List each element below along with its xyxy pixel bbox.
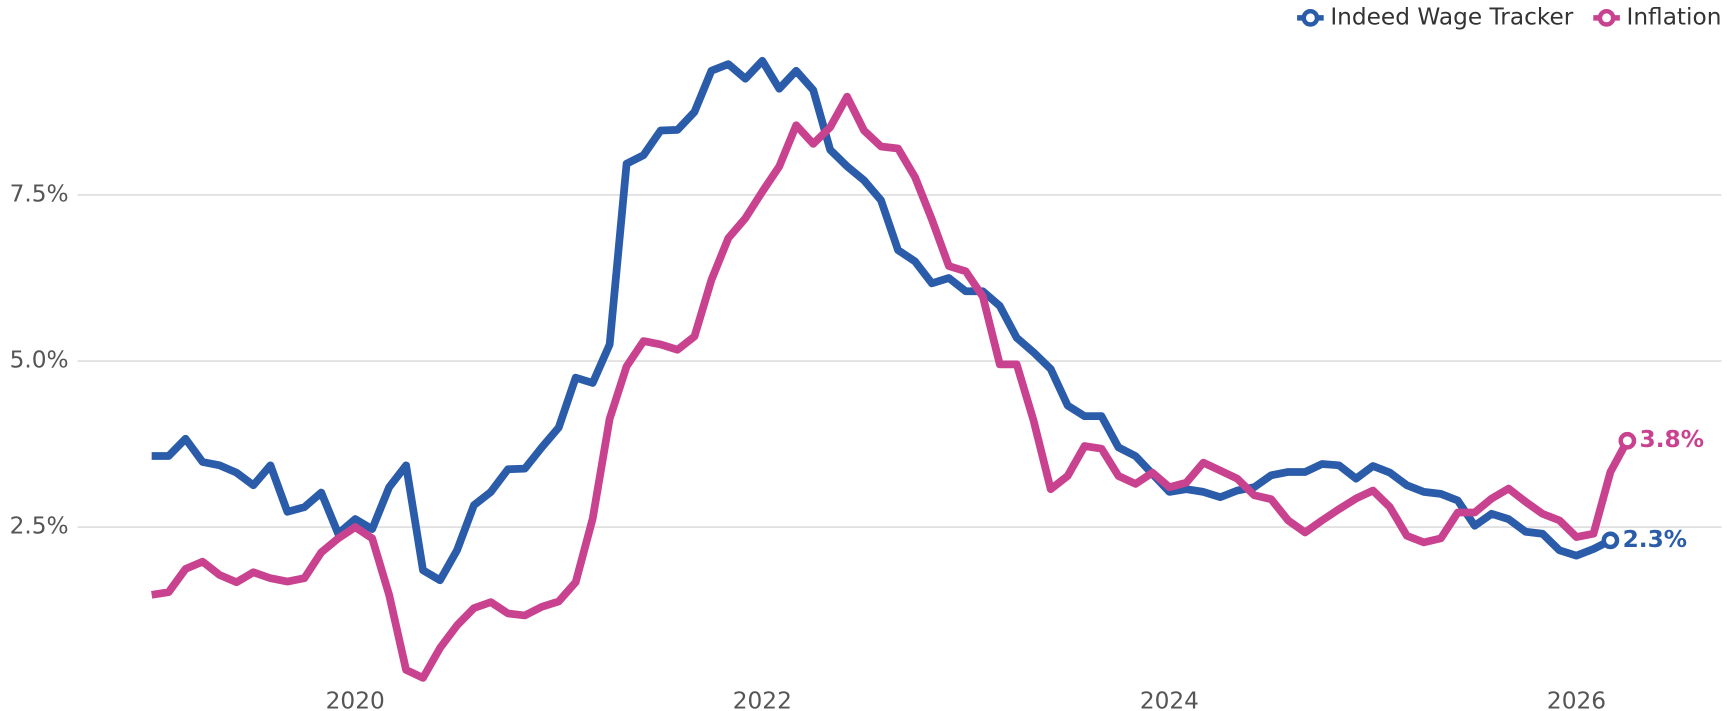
x-tick-label: 2024 [1140,688,1199,711]
legend-marker [1597,8,1616,27]
data-label: 3.8% [1640,426,1704,453]
data-label: 2.3% [1623,526,1687,553]
end-marker [1618,431,1637,450]
y-tick-label: 2.5% [10,513,69,540]
legend-marker [1301,8,1320,27]
x-tick-label: 2026 [1547,688,1606,711]
legend-label: Inflation [1626,3,1721,30]
series-line [151,92,1631,682]
legend-label: Indeed Wage Tracker [1330,3,1573,30]
end-marker [1601,531,1620,550]
y-tick-label: 7.5% [10,180,69,207]
x-tick-label: 2020 [326,688,385,711]
x-tick-label: 2022 [733,688,792,711]
series-line [151,56,1613,585]
y-tick-label: 5.0% [10,347,69,374]
